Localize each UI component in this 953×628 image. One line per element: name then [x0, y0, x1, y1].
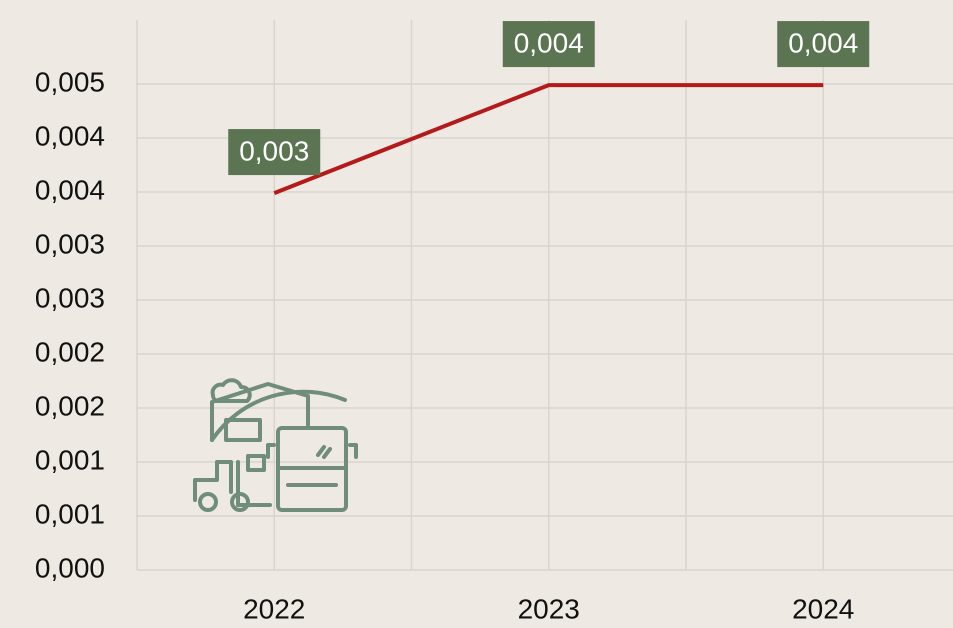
value-label-box: [502, 21, 595, 68]
y-tick-label: 0,003: [35, 282, 105, 313]
y-tick-label: 0,004: [35, 120, 105, 151]
y-tick-label: 0,004: [35, 174, 105, 205]
warehouse-icon: [193, 378, 358, 512]
x-tick-label: 2022: [243, 593, 305, 624]
y-tick-label: 0,001: [35, 444, 105, 475]
value-label: 0,004: [788, 27, 858, 58]
y-tick-label: 0,002: [35, 336, 105, 367]
x-tick-label: 2023: [518, 593, 580, 624]
value-label: 0,003: [239, 135, 309, 166]
value-label-box: [777, 21, 870, 68]
y-tick-label: 0,005: [35, 66, 105, 97]
data-line: [273, 83, 824, 195]
y-tick-label: 0,002: [35, 390, 105, 421]
value-label: 0,004: [514, 27, 584, 58]
value-label-box: [228, 129, 321, 176]
y-tick-label: 0,001: [35, 498, 105, 529]
y-tick-label: 0,000: [35, 552, 105, 583]
y-tick-label: 0,003: [35, 228, 105, 259]
x-tick-label: 2024: [792, 593, 854, 624]
